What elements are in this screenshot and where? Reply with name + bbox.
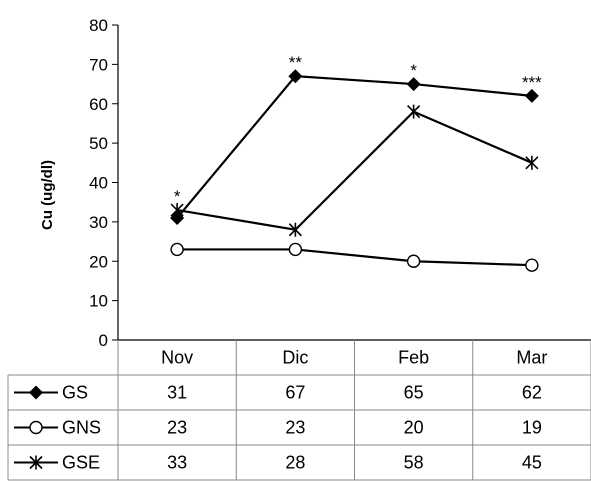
x-category-label: Feb — [398, 348, 429, 368]
series-gns-value-cell: 20 — [404, 418, 424, 438]
series-gse-value-cell: 58 — [404, 453, 424, 473]
series-gs-point — [288, 69, 303, 84]
series-gs-value-cell: 65 — [404, 383, 424, 403]
series-gs-value-cell: 31 — [167, 383, 187, 403]
series-gse-point — [288, 222, 302, 237]
x-category-label: Dic — [282, 348, 308, 368]
significance-label: ** — [289, 53, 303, 72]
y-tick-label: 40 — [89, 174, 108, 193]
y-axis-ticks: 0 10 20 30 40 50 60 70 80 — [89, 16, 118, 350]
series-gse-value-cell: 28 — [285, 453, 305, 473]
series-gse-legend-label: GSE — [62, 453, 100, 473]
series-gns-value-cell: 19 — [522, 418, 542, 438]
series-gse-point — [407, 104, 421, 119]
series-lines — [176, 75, 533, 267]
series-gns-point — [525, 258, 539, 272]
y-tick-label: 30 — [89, 213, 108, 232]
x-category-label: Mar — [516, 348, 547, 368]
y-tick-label: 60 — [89, 95, 108, 114]
series-gs-point — [524, 88, 539, 103]
series-gse-point — [170, 203, 184, 218]
series-gse-value-cell: 33 — [167, 453, 187, 473]
y-tick-label: 10 — [89, 292, 108, 311]
series-gns-point — [288, 242, 303, 257]
significance-labels: *** **** — [174, 53, 542, 206]
x-category-label: Nov — [161, 348, 193, 368]
significance-label: * — [174, 187, 181, 206]
y-tick-label: 70 — [89, 55, 108, 74]
series-gs-legend-marker — [29, 385, 43, 400]
series-gns-value-cell: 23 — [285, 418, 305, 438]
y-tick-label: 20 — [89, 252, 108, 271]
series-gs-line — [176, 75, 532, 219]
plot-frame — [117, 25, 591, 341]
y-tick-label: 50 — [89, 134, 108, 153]
series-markers — [170, 69, 539, 272]
series-gs-point — [406, 77, 421, 92]
series-gse-value-cell: 45 — [522, 453, 542, 473]
series-gs-legend-label: GS — [62, 383, 88, 403]
series-gns-point — [406, 254, 421, 268]
series-gns-value-cell: 23 — [167, 418, 187, 438]
series-gns-legend-label: GNS — [62, 418, 101, 438]
y-tick-label: 0 — [99, 331, 108, 350]
significance-label: *** — [522, 73, 542, 92]
series-gns-line — [177, 248, 532, 267]
significance-label: * — [410, 61, 417, 80]
series-gse-point — [525, 155, 539, 170]
series-gs-value-cell: 67 — [285, 383, 305, 403]
series-gse-line — [176, 110, 533, 231]
data-table: Nov Dic Feb Mar GS 31 67 65 62 GNS 23 23 20 19 GSE 33 28… — [7, 340, 591, 481]
series-gns-legend-marker — [29, 420, 43, 435]
series-gns-point — [170, 242, 184, 257]
y-axis-label: Cu (ug/dl) — [39, 160, 56, 230]
y-tick-label: 80 — [89, 16, 108, 35]
series-gs-value-cell: 62 — [522, 383, 542, 403]
series-gse-legend-marker — [29, 455, 43, 470]
